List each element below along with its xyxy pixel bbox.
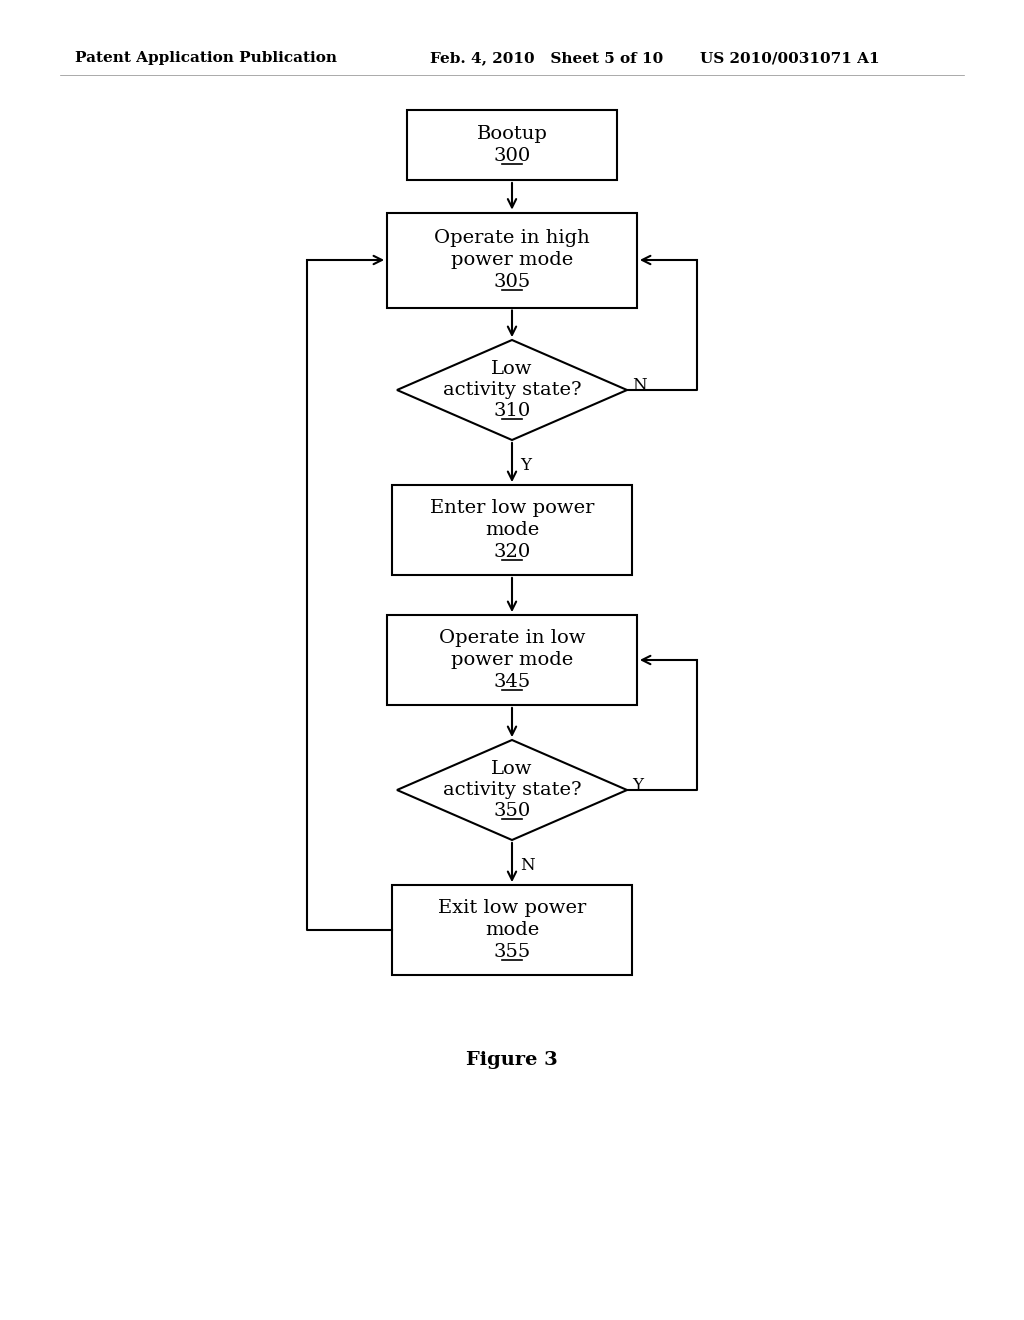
Text: Low: Low: [492, 360, 532, 378]
Text: Feb. 4, 2010   Sheet 5 of 10: Feb. 4, 2010 Sheet 5 of 10: [430, 51, 664, 65]
Text: Operate in high: Operate in high: [434, 228, 590, 247]
Bar: [407, 110, 617, 180]
Text: power mode: power mode: [451, 251, 573, 269]
Text: Operate in low: Operate in low: [438, 628, 586, 647]
Text: Low: Low: [492, 760, 532, 777]
Bar: [392, 484, 632, 576]
Text: 350: 350: [494, 803, 530, 820]
Text: mode: mode: [485, 921, 539, 939]
Text: 345: 345: [494, 673, 530, 692]
Text: Enter low power: Enter low power: [430, 499, 594, 516]
Bar: [392, 884, 632, 975]
Text: power mode: power mode: [451, 651, 573, 669]
Text: N: N: [520, 857, 535, 874]
Text: Figure 3: Figure 3: [466, 1051, 558, 1069]
Text: 355: 355: [494, 944, 530, 961]
Text: activity state?: activity state?: [442, 781, 582, 799]
Text: N: N: [632, 376, 646, 393]
Text: 300: 300: [494, 148, 530, 165]
Text: activity state?: activity state?: [442, 381, 582, 399]
Text: 310: 310: [494, 403, 530, 420]
Polygon shape: [397, 341, 627, 440]
Text: 305: 305: [494, 273, 530, 292]
Text: Exit low power: Exit low power: [438, 899, 586, 916]
Text: US 2010/0031071 A1: US 2010/0031071 A1: [700, 51, 880, 65]
Text: Patent Application Publication: Patent Application Publication: [75, 51, 337, 65]
Text: Y: Y: [632, 776, 643, 793]
Bar: [387, 615, 637, 705]
Text: Bootup: Bootup: [476, 125, 548, 143]
Text: Y: Y: [520, 457, 531, 474]
Bar: [387, 213, 637, 308]
Text: 320: 320: [494, 544, 530, 561]
Polygon shape: [397, 741, 627, 840]
Text: mode: mode: [485, 521, 539, 539]
